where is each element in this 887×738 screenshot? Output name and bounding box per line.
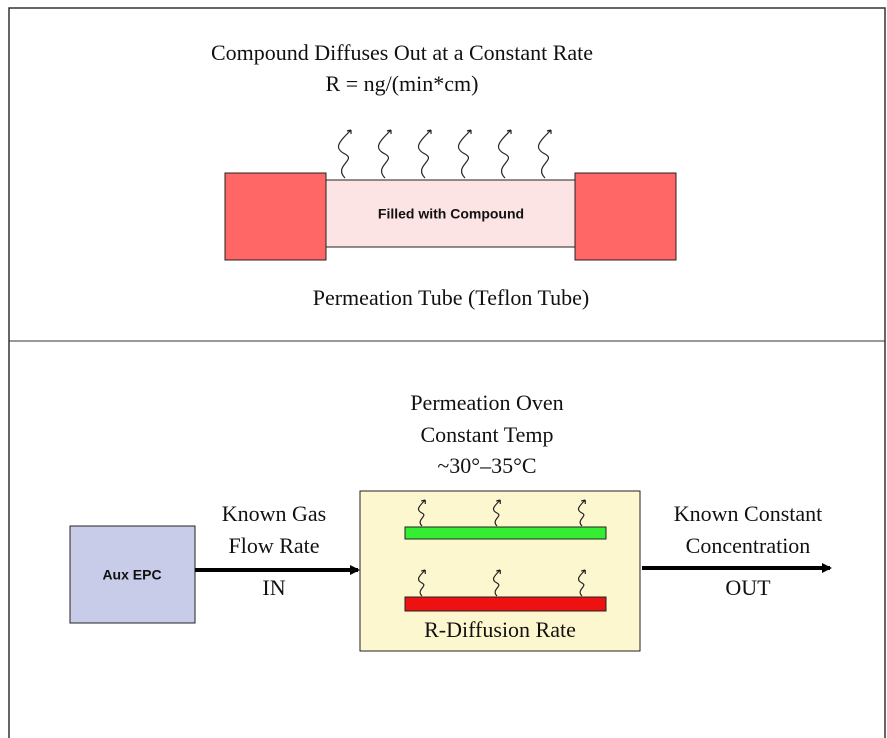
frame — [8, 7, 886, 738]
squiggle — [537, 129, 552, 179]
outlet-label: OUT — [725, 575, 771, 600]
squiggle — [492, 499, 501, 527]
squiggle — [377, 129, 392, 179]
title: Compound Diffuses Out at a Constant Rate — [211, 40, 593, 65]
inlet-label: Known Gas — [222, 501, 327, 526]
formula: R = ng/(min*cm) — [326, 71, 479, 96]
tube-label: Filled with Compound — [378, 206, 524, 222]
squiggle — [457, 129, 472, 179]
caption: Permeation Tube (Teflon Tube) — [313, 285, 590, 310]
outlet-label: Known Constant — [674, 501, 823, 526]
inlet-label: IN — [262, 575, 285, 600]
oven-title: Permeation Oven — [410, 390, 563, 415]
tube-green — [404, 526, 607, 540]
diffusion-squiggles — [417, 499, 586, 597]
aux-epc-label: Aux EPC — [102, 567, 161, 583]
oven-title: Constant Temp — [420, 422, 553, 447]
squiggle — [417, 499, 426, 527]
outlet-label: Concentration — [686, 533, 811, 558]
inlet-label: Flow Rate — [228, 533, 319, 558]
diffusion-squiggles — [337, 129, 552, 179]
aux-epc — [69, 525, 196, 624]
squiggle — [417, 569, 426, 597]
tube-cap — [574, 172, 677, 261]
squiggle — [497, 129, 512, 179]
oven-label: R-Diffusion Rate — [424, 617, 576, 642]
squiggle — [577, 499, 586, 527]
squiggle — [577, 569, 586, 597]
tube-red — [404, 596, 607, 612]
oven-title: ~30°–35°C — [437, 453, 536, 478]
squiggle — [337, 129, 352, 179]
squiggle — [492, 569, 501, 597]
tube-cap — [224, 172, 327, 261]
squiggle — [417, 129, 432, 179]
